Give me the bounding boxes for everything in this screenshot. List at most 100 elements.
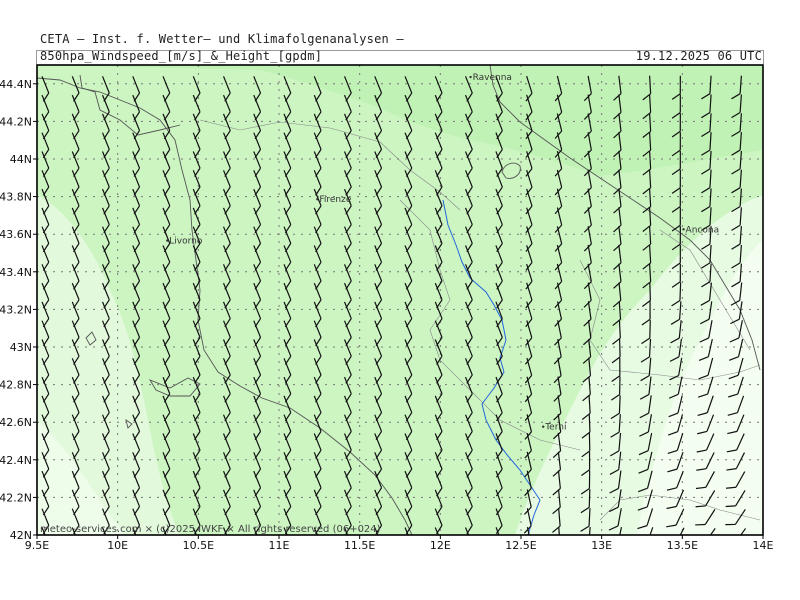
lake-trasimeno	[501, 162, 521, 179]
wind-barb-staff	[162, 207, 171, 225]
wind-barb-feather	[436, 468, 443, 478]
wind-barb-staff	[101, 358, 110, 376]
wind-barb-feather	[103, 149, 110, 159]
wind-barb-feather	[345, 261, 352, 271]
wind-barb-feather	[611, 375, 621, 382]
city-marker	[316, 198, 319, 201]
wind-barb-staff	[101, 395, 110, 413]
wind-barb-staff	[434, 527, 439, 535]
wind-barb-staff	[343, 301, 352, 319]
wind-barb-staff	[41, 151, 50, 169]
wind-barb-staff	[404, 395, 413, 413]
wind-barb-staff	[343, 76, 352, 94]
wind-barb-feather	[315, 243, 322, 253]
wind-barb-staff	[588, 414, 591, 433]
wind-barb-feather	[525, 205, 533, 215]
wind-barb-feather	[639, 412, 649, 419]
wind-barb-feather	[466, 412, 473, 422]
wind-barb-staff	[679, 282, 682, 301]
wind-barb-staff	[464, 132, 473, 150]
wind-barb-staff	[587, 226, 592, 245]
wind-barb-feather	[466, 111, 473, 121]
wind-barb-staff	[587, 113, 592, 132]
wind-barb-staff	[222, 170, 231, 188]
wind-barb-staff	[709, 75, 712, 94]
wind-barb-staff	[313, 132, 322, 150]
wind-barb-feather	[495, 449, 503, 459]
wind-barb-staff	[253, 508, 262, 526]
wind-barb-staff	[283, 301, 292, 319]
wind-barb-feather	[73, 393, 80, 403]
wind-barb-feather	[405, 487, 413, 497]
wind-barb-feather	[613, 224, 622, 233]
wind-barb-staff	[557, 470, 561, 489]
wind-barb-feather	[405, 506, 413, 516]
wind-barb-feather	[103, 130, 110, 140]
wind-barb-staff	[618, 75, 622, 94]
wind-barb-feather	[224, 337, 231, 347]
wind-barb-feather	[345, 374, 352, 384]
wind-barb-feather	[466, 374, 473, 384]
wind-barb-feather	[194, 130, 201, 140]
wind-barb-feather	[701, 111, 711, 119]
footer-credit: meteo-services.com × (c)2025 IWKF × All …	[40, 524, 381, 535]
wind-barb-staff	[192, 320, 201, 338]
wind-barb-staff	[647, 451, 653, 470]
wind-barb-staff	[587, 263, 592, 282]
wind-barb-feather	[345, 299, 352, 309]
border-region-2	[399, 199, 581, 451]
wind-barb-staff	[648, 113, 652, 132]
wind-barb-staff	[705, 490, 716, 507]
wind-barb-staff	[101, 207, 110, 225]
wind-barb-feather	[671, 187, 681, 194]
wind-barb-feather	[696, 468, 707, 471]
wind-barb-feather	[642, 112, 652, 120]
wind-barb-staff	[374, 470, 383, 489]
wind-barb-feather	[73, 412, 80, 422]
wind-barb-feather	[613, 111, 622, 120]
wind-barb-staff	[283, 170, 292, 188]
wind-barb-feather	[42, 92, 50, 102]
wind-barb-staff	[101, 170, 110, 188]
wind-barb-feather	[375, 224, 383, 234]
wind-barb-staff	[132, 508, 141, 526]
wind-barb-staff	[707, 376, 714, 395]
wind-barb-feather	[315, 355, 322, 365]
wind-barb-feather	[133, 111, 141, 121]
wind-barb-feather	[583, 111, 592, 120]
wind-barb-staff	[676, 433, 684, 451]
wind-barb-feather	[436, 506, 443, 516]
header-date: 19.12.2025 06 UTC	[635, 49, 762, 63]
wind-barb-feather	[553, 356, 562, 365]
wind-barb-feather	[731, 93, 741, 100]
wind-barb-staff	[101, 76, 110, 94]
wind-barb-feather	[668, 431, 678, 436]
wind-barb-staff	[739, 226, 742, 245]
wind-barb-staff	[71, 414, 80, 432]
wind-barb-staff	[618, 207, 622, 226]
wind-barb-feather	[436, 92, 443, 102]
wind-barb-staff	[283, 282, 292, 301]
wind-barb-staff	[71, 395, 80, 413]
wind-barb-staff	[253, 339, 262, 357]
wind-barb-staff	[647, 414, 653, 433]
wind-barb-staff	[709, 132, 712, 151]
wind-barb-staff	[101, 433, 110, 451]
wind-barb-staff	[676, 470, 684, 489]
wind-barb-feather	[284, 506, 292, 516]
wind-barb-feather	[405, 149, 413, 159]
border-region-1	[199, 119, 461, 211]
wind-barb-staff	[71, 301, 80, 319]
wind-barb-staff	[704, 509, 716, 525]
wind-barb-staff	[618, 432, 622, 451]
wind-barb-staff	[253, 132, 262, 150]
wind-barb-staff	[678, 320, 682, 339]
wind-barb-feather	[701, 168, 711, 175]
wind-barb-staff	[192, 414, 201, 432]
wind-barb-staff	[739, 188, 742, 207]
wind-barb-staff	[434, 508, 443, 526]
wind-barb-staff	[101, 489, 110, 507]
wind-barb-feather	[405, 393, 413, 403]
wind-barb-feather	[641, 337, 651, 345]
